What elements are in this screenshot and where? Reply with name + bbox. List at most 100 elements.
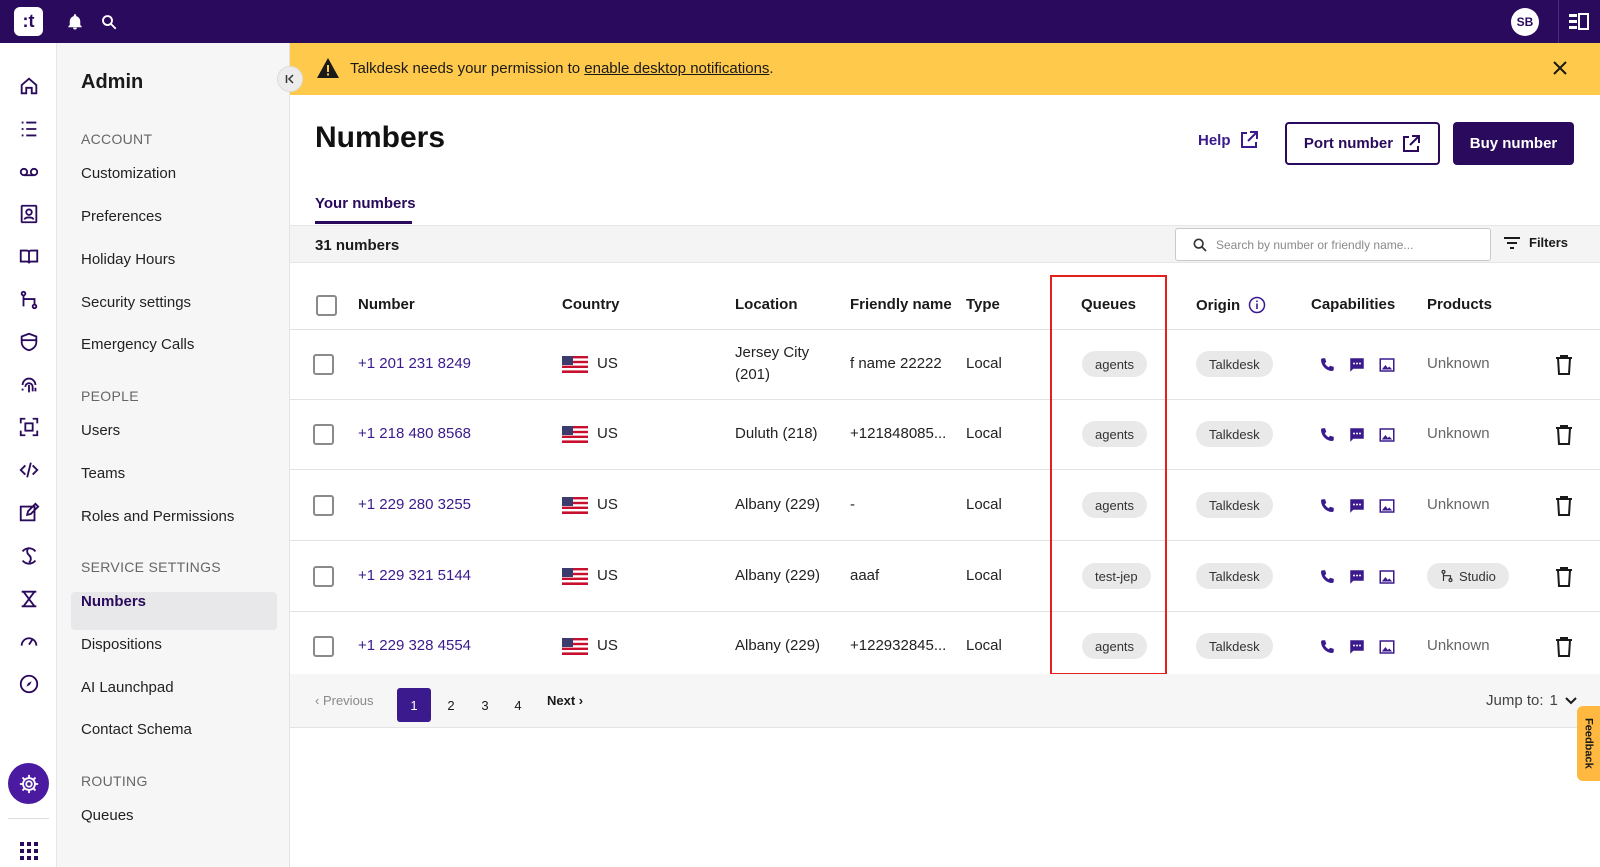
- country-code: US: [597, 637, 618, 654]
- sidebar-item-roles[interactable]: Roles and Permissions: [81, 508, 235, 525]
- col-header-number[interactable]: Number: [358, 296, 415, 313]
- product-label: Unknown: [1427, 637, 1490, 654]
- feedback-tab[interactable]: Feedback: [1577, 706, 1600, 781]
- location: Albany (229): [735, 496, 821, 513]
- enable-notifications-link[interactable]: enable desktop notifications: [584, 60, 770, 77]
- collapse-sidebar-button[interactable]: [277, 66, 303, 92]
- bell-icon[interactable]: [64, 11, 86, 33]
- col-header-products[interactable]: Products: [1427, 296, 1493, 313]
- avatar[interactable]: SB: [1511, 8, 1539, 36]
- search-icon[interactable]: [98, 11, 120, 33]
- buy-number-button[interactable]: Buy number: [1453, 122, 1574, 165]
- friendly-name: f name 22222: [850, 355, 942, 372]
- type: Local: [966, 425, 1002, 442]
- edit-icon[interactable]: [16, 500, 42, 526]
- gear-icon[interactable]: [8, 763, 49, 804]
- flow-icon[interactable]: [16, 287, 42, 313]
- number-link[interactable]: +1 229 328 4554: [358, 637, 472, 654]
- page-3-button[interactable]: 3: [481, 697, 489, 713]
- warning-icon: [316, 57, 340, 84]
- number-link[interactable]: +1 229 280 3255: [358, 496, 472, 513]
- sidebar-item-dispositions[interactable]: Dispositions: [81, 636, 162, 653]
- sidebar-item-holiday-hours[interactable]: Holiday Hours: [81, 251, 176, 268]
- sms-icon: [1347, 355, 1367, 375]
- col-header-origin[interactable]: Origin: [1196, 296, 1266, 314]
- close-icon[interactable]: [1552, 58, 1568, 80]
- routing-icon[interactable]: [16, 586, 42, 612]
- sidebar-item-emergency-calls[interactable]: Emergency Calls: [81, 336, 195, 353]
- fingerprint-icon[interactable]: [16, 372, 42, 398]
- col-header-capabilities[interactable]: Capabilities: [1311, 296, 1396, 313]
- number-link[interactable]: +1 229 321 5144: [358, 567, 472, 584]
- row-checkbox[interactable]: [313, 424, 334, 445]
- col-header-type[interactable]: Type: [966, 296, 1000, 313]
- sidebar-item-queues[interactable]: Queues: [81, 807, 134, 824]
- book-icon[interactable]: [16, 244, 42, 270]
- location: Jersey City: [735, 344, 810, 361]
- list-icon[interactable]: [16, 116, 42, 142]
- product-badge-studio[interactable]: Studio: [1427, 563, 1509, 589]
- page-4-button[interactable]: 4: [514, 697, 522, 713]
- scan-icon[interactable]: [16, 414, 42, 440]
- sidebar-section-account: ACCOUNT: [81, 131, 153, 147]
- jump-to-page[interactable]: Jump to: 1: [1486, 692, 1578, 709]
- filters-button[interactable]: Filters: [1503, 235, 1568, 250]
- help-link[interactable]: Help: [1198, 130, 1259, 150]
- mms-image-icon: [1377, 637, 1397, 657]
- sidebar-item-ai-launchpad[interactable]: AI Launchpad: [81, 679, 174, 696]
- info-icon[interactable]: [1248, 296, 1266, 314]
- page-1-button[interactable]: 1: [397, 688, 431, 722]
- gauge-icon[interactable]: [16, 628, 42, 654]
- sidebar-item-teams[interactable]: Teams: [81, 465, 126, 482]
- port-number-button[interactable]: Port number: [1285, 122, 1440, 165]
- location: Albany (229): [735, 567, 821, 584]
- compass-icon[interactable]: [16, 671, 42, 697]
- trash-icon[interactable]: [1554, 354, 1574, 376]
- sidebar-section-service-settings: SERVICE SETTINGS: [81, 559, 221, 575]
- previous-page-button[interactable]: ‹ Previous: [315, 693, 374, 708]
- apps-grid-icon[interactable]: [16, 838, 42, 864]
- contacts-icon[interactable]: [16, 201, 42, 227]
- previous-label: Previous: [322, 693, 374, 708]
- page-2-button[interactable]: 2: [447, 697, 455, 713]
- shield-icon[interactable]: [16, 329, 42, 355]
- sidebar-item-security-settings[interactable]: Security settings: [81, 294, 192, 311]
- voicemail-icon[interactable]: [16, 159, 42, 185]
- trash-icon[interactable]: [1554, 566, 1574, 588]
- country-code: US: [597, 425, 618, 442]
- sidebar-item-users[interactable]: Users: [81, 422, 121, 439]
- row-checkbox[interactable]: [313, 636, 334, 657]
- origin-badge: Talkdesk: [1196, 351, 1273, 377]
- panel-icon[interactable]: [1568, 11, 1590, 33]
- talkdesk-logo[interactable]: :t: [14, 7, 43, 36]
- row-divider: [290, 469, 1600, 470]
- col-header-queues[interactable]: Queues: [1081, 296, 1137, 313]
- col-header-country[interactable]: Country: [562, 296, 620, 313]
- sidebar-item-preferences[interactable]: Preferences: [81, 208, 162, 225]
- next-page-button[interactable]: Next ›: [547, 693, 583, 708]
- sidebar-item-customization[interactable]: Customization: [81, 165, 177, 182]
- row-checkbox[interactable]: [313, 495, 334, 516]
- home-icon[interactable]: [16, 73, 42, 99]
- page-title: Numbers: [315, 121, 446, 154]
- trash-icon[interactable]: [1554, 636, 1574, 658]
- sidebar-item-contact-schema[interactable]: Contact Schema: [81, 721, 192, 738]
- trash-icon[interactable]: [1554, 424, 1574, 446]
- sms-icon: [1347, 496, 1367, 516]
- trash-icon[interactable]: [1554, 495, 1574, 517]
- type: Local: [966, 496, 1002, 513]
- number-link[interactable]: +1 218 480 8568: [358, 425, 472, 442]
- code-icon[interactable]: [16, 457, 42, 483]
- mms-image-icon: [1377, 355, 1397, 375]
- tab-your-numbers[interactable]: Your numbers: [315, 195, 416, 212]
- select-all-checkbox[interactable]: [316, 295, 337, 316]
- puzzle-icon[interactable]: [16, 543, 42, 569]
- row-checkbox[interactable]: [313, 566, 334, 587]
- sidebar-item-numbers[interactable]: Numbers: [81, 593, 147, 610]
- search-icon: [1193, 238, 1207, 252]
- row-checkbox[interactable]: [313, 354, 334, 375]
- number-link[interactable]: +1 201 231 8249: [358, 355, 472, 372]
- search-input[interactable]: [1216, 237, 1476, 252]
- col-header-friendly-name[interactable]: Friendly name: [850, 296, 952, 313]
- col-header-location[interactable]: Location: [735, 296, 798, 313]
